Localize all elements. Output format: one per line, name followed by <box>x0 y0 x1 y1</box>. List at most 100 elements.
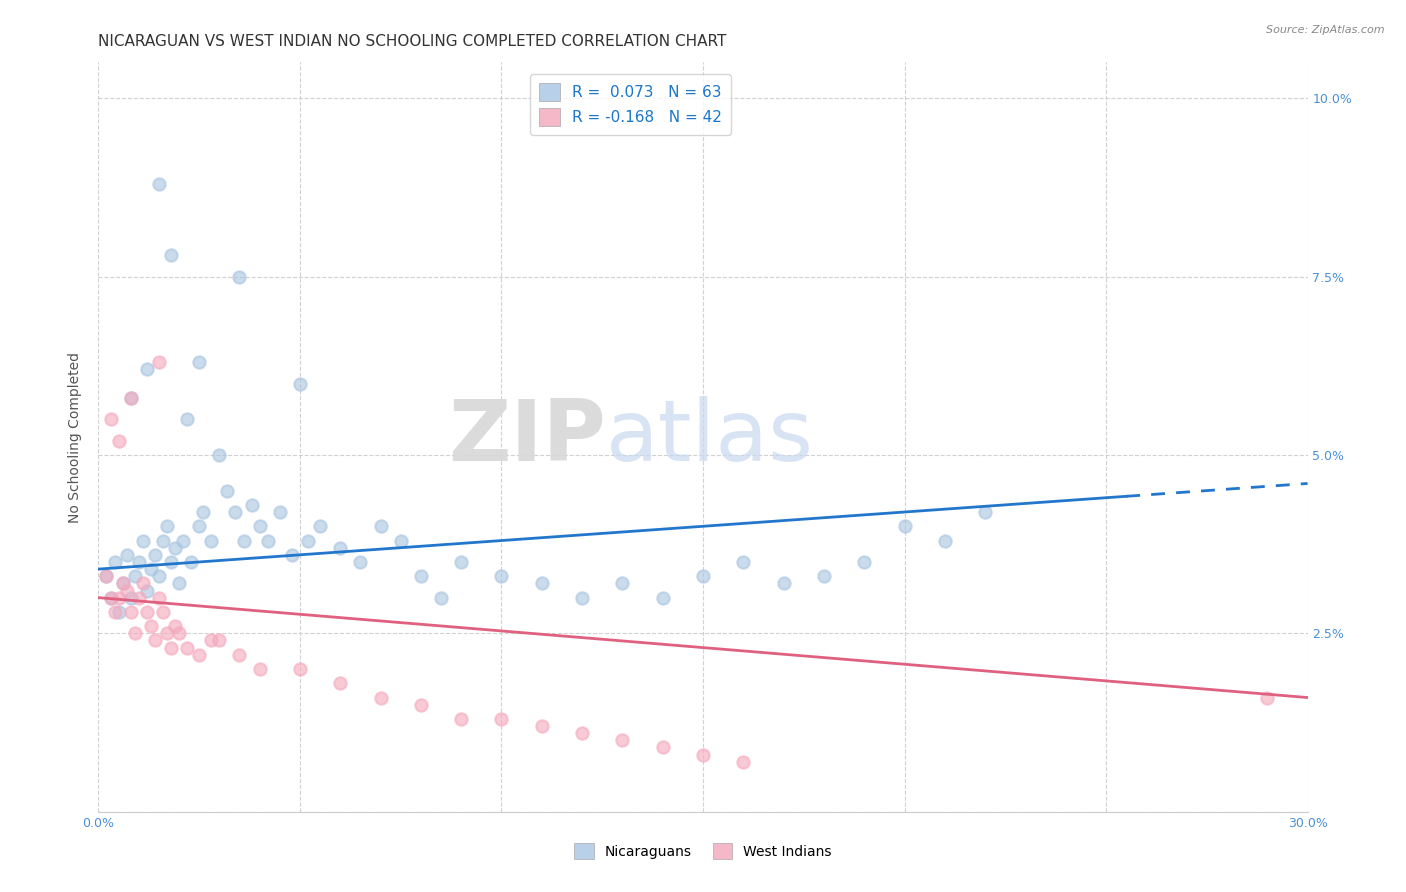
Point <box>124 569 146 583</box>
Point <box>329 541 352 555</box>
Point <box>228 269 250 284</box>
Point <box>288 662 311 676</box>
Text: ZIP: ZIP <box>449 395 606 479</box>
Point <box>148 177 170 191</box>
Point <box>167 626 190 640</box>
Point <box>200 533 222 548</box>
Point <box>530 719 553 733</box>
Point <box>107 605 129 619</box>
Point <box>349 555 371 569</box>
Point <box>232 533 254 548</box>
Point <box>217 483 239 498</box>
Point <box>430 591 453 605</box>
Point <box>111 576 134 591</box>
Point <box>249 519 271 533</box>
Point <box>120 605 142 619</box>
Point <box>491 569 513 583</box>
Point <box>530 576 553 591</box>
Point <box>208 448 231 462</box>
Point <box>692 747 714 762</box>
Point <box>176 412 198 426</box>
Text: Source: ZipAtlas.com: Source: ZipAtlas.com <box>1267 25 1385 35</box>
Point <box>167 576 190 591</box>
Point <box>188 355 211 369</box>
Point <box>135 605 157 619</box>
Point <box>180 555 202 569</box>
Point <box>163 541 186 555</box>
Point <box>160 248 183 262</box>
Point <box>571 591 593 605</box>
Point <box>115 548 138 562</box>
Y-axis label: No Schooling Completed: No Schooling Completed <box>69 351 83 523</box>
Point <box>128 555 150 569</box>
Point <box>143 633 166 648</box>
Point <box>240 498 263 512</box>
Point <box>163 619 186 633</box>
Point <box>148 355 170 369</box>
Point <box>100 591 122 605</box>
Point <box>100 591 122 605</box>
Point <box>103 555 125 569</box>
Point <box>491 712 513 726</box>
Point <box>103 605 125 619</box>
Point <box>256 533 278 548</box>
Point <box>309 519 332 533</box>
Point <box>135 362 157 376</box>
Point <box>111 576 134 591</box>
Point <box>692 569 714 583</box>
Point <box>172 533 194 548</box>
Point <box>934 533 956 548</box>
Point <box>651 740 673 755</box>
Point <box>96 569 118 583</box>
Point <box>450 712 472 726</box>
Point <box>612 576 634 591</box>
Point <box>143 548 166 562</box>
Point <box>733 555 755 569</box>
Point <box>409 698 432 712</box>
Point <box>128 591 150 605</box>
Point <box>193 505 215 519</box>
Point <box>139 562 162 576</box>
Point <box>974 505 997 519</box>
Point <box>124 626 146 640</box>
Legend: Nicaraguans, West Indians: Nicaraguans, West Indians <box>568 838 838 864</box>
Point <box>160 555 183 569</box>
Point <box>139 619 162 633</box>
Point <box>188 519 211 533</box>
Point <box>135 583 157 598</box>
Point <box>208 633 231 648</box>
Point <box>571 726 593 740</box>
Text: atlas: atlas <box>606 395 814 479</box>
Point <box>733 755 755 769</box>
Point <box>200 633 222 648</box>
Point <box>249 662 271 676</box>
Point <box>370 690 392 705</box>
Text: NICARAGUAN VS WEST INDIAN NO SCHOOLING COMPLETED CORRELATION CHART: NICARAGUAN VS WEST INDIAN NO SCHOOLING C… <box>98 34 727 49</box>
Point <box>188 648 211 662</box>
Point <box>370 519 392 533</box>
Point <box>152 533 174 548</box>
Point <box>132 576 155 591</box>
Point <box>156 519 179 533</box>
Point <box>120 391 142 405</box>
Point <box>297 533 319 548</box>
Point <box>893 519 915 533</box>
Point <box>120 391 142 405</box>
Point <box>152 605 174 619</box>
Point <box>115 583 138 598</box>
Point <box>224 505 246 519</box>
Point <box>228 648 250 662</box>
Point <box>107 591 129 605</box>
Point <box>120 591 142 605</box>
Point <box>176 640 198 655</box>
Point <box>148 591 170 605</box>
Point <box>612 733 634 747</box>
Point <box>160 640 183 655</box>
Point <box>288 376 311 391</box>
Point <box>651 591 673 605</box>
Point <box>813 569 835 583</box>
Point <box>853 555 876 569</box>
Point <box>132 533 155 548</box>
Point <box>96 569 118 583</box>
Point <box>148 569 170 583</box>
